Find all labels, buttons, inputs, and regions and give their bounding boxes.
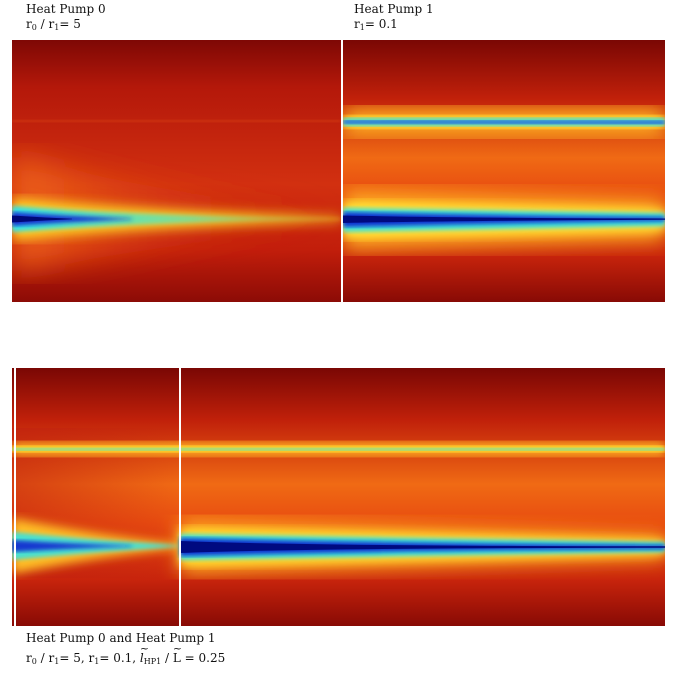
panel-hp1-param: r1= 0.1 bbox=[354, 17, 398, 32]
panel-hp01-param: r0 / r1= 5, r1= 0.1, lHP1 / L = 0.25 bbox=[26, 642, 225, 666]
heat-pump-interface-line bbox=[179, 368, 181, 626]
panel-hp1-title: Heat Pump 1 bbox=[354, 2, 434, 16]
left-boundary-line bbox=[14, 368, 16, 626]
tilde-L: L bbox=[173, 642, 182, 665]
panel-hp0-param: r0 / r1= 5 bbox=[26, 17, 81, 32]
heat-pump-0-field bbox=[12, 40, 341, 302]
panel-hp0-title: Heat Pump 0 bbox=[26, 2, 106, 16]
panel-hp01-title: Heat Pump 0 and Heat Pump 1 bbox=[26, 631, 216, 645]
heat-pump-0-and-1-field bbox=[12, 368, 665, 626]
tilde-l: l bbox=[140, 642, 149, 665]
heat-pump-1-field bbox=[343, 40, 665, 302]
